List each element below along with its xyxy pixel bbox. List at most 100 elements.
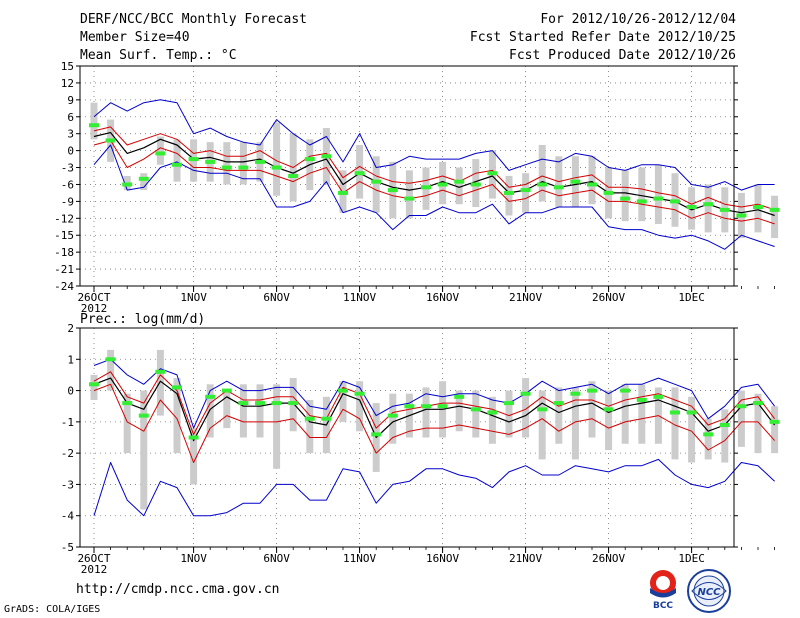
spread-box <box>190 428 198 485</box>
climatology-mark <box>155 151 166 156</box>
spread-box <box>140 390 148 510</box>
climatology-mark <box>138 176 149 181</box>
spread-box <box>239 384 247 438</box>
spread-box <box>522 378 530 438</box>
climatology-mark <box>421 404 431 409</box>
y-tick-label: -1 <box>61 416 74 429</box>
spread-box <box>771 195 779 239</box>
climatology-mark <box>753 205 763 210</box>
climatology-mark <box>570 391 581 396</box>
climatology-mark <box>437 182 448 187</box>
upper-spread-line <box>93 126 775 211</box>
climatology-mark <box>454 394 465 399</box>
climatology-mark <box>155 369 166 374</box>
member-size: Member Size=40 <box>80 30 190 45</box>
climatology-mark <box>470 182 481 187</box>
climatology-mark <box>122 182 133 187</box>
forecast-period: For 2012/10/26-2012/12/04 <box>540 12 736 27</box>
y-tick-label: -24 <box>54 280 74 293</box>
x-tick-year: 2012 <box>81 302 108 315</box>
x-tick-label: 21NOV <box>509 552 542 565</box>
climatology-mark <box>537 407 548 412</box>
plot-frame <box>79 65 735 287</box>
climatology-mark <box>371 179 382 184</box>
y-tick-label: 0 <box>67 385 74 398</box>
y-tick-label: -2 <box>61 447 74 460</box>
climatology-mark <box>238 165 249 170</box>
climatology-mark <box>454 179 465 184</box>
climatology-mark <box>703 202 714 207</box>
climatology-mark <box>686 410 697 415</box>
spread-box <box>754 393 762 454</box>
climatology-mark <box>670 410 680 415</box>
climatology-mark <box>736 213 747 218</box>
climatology-mark <box>387 413 398 418</box>
climatology-mark <box>105 357 116 362</box>
climatology-mark <box>620 196 631 201</box>
y-tick-label: 12 <box>61 77 74 90</box>
climatology-mark <box>255 159 265 164</box>
spread-box <box>273 122 281 196</box>
climatology-mark <box>188 435 199 440</box>
spread-box <box>555 387 563 444</box>
y-tick-label: -6 <box>61 178 74 191</box>
spread-box <box>339 381 347 422</box>
spread-box <box>522 173 530 213</box>
climatology-mark <box>172 385 182 390</box>
spread-box <box>90 374 98 400</box>
climatology-mark <box>587 388 597 393</box>
climatology-mark <box>686 205 697 210</box>
bcc-logo-text: BCC <box>653 601 673 610</box>
x-tick-label: 16NOV <box>426 552 459 565</box>
x-tick-label: 1DEC <box>678 552 705 565</box>
forecast-produced-date: Fcst Produced Date 2012/10/26 <box>509 48 736 63</box>
climatology-mark <box>504 401 514 406</box>
spread-box <box>488 396 496 444</box>
spread-box <box>571 387 579 460</box>
climatology-mark <box>188 157 199 162</box>
climatology-mark <box>387 188 398 193</box>
climatology-mark <box>753 401 763 406</box>
spread-box <box>538 390 546 460</box>
climatology-mark <box>520 391 531 396</box>
y-tick-label: 3 <box>67 128 74 141</box>
y-tick-label: 6 <box>67 111 74 124</box>
x-tick-label: 21NOV <box>509 291 542 304</box>
climatology-mark <box>703 432 714 437</box>
climatology-mark <box>288 174 299 178</box>
climatology-mark <box>437 404 448 409</box>
spread-box <box>206 384 214 438</box>
climatology-mark <box>769 419 780 424</box>
climatology-mark <box>221 388 232 393</box>
precip-title: Prec.: log(mm/d) <box>80 312 205 327</box>
climatology-mark <box>570 179 581 184</box>
y-tick-label: -12 <box>54 212 74 225</box>
climatology-mark <box>653 394 664 399</box>
x-tick-label: 16NOV <box>426 291 459 304</box>
spread-box <box>455 390 463 432</box>
climatology-mark <box>653 196 664 201</box>
climatology-mark <box>89 382 99 387</box>
climatology-mark <box>371 432 382 437</box>
x-tick-year: 2012 <box>81 563 108 576</box>
spread-box <box>156 136 164 165</box>
spread-box <box>472 390 480 438</box>
climatology-mark <box>719 422 730 427</box>
x-tick-label: 11NOV <box>343 291 376 304</box>
lower-spread-line <box>93 140 775 225</box>
spread-box <box>223 142 231 185</box>
climatology-mark <box>105 138 116 143</box>
spread-box <box>356 381 364 432</box>
spread-box <box>372 156 380 213</box>
spread-box <box>621 384 629 444</box>
climatology-mark <box>620 388 631 393</box>
x-tick-label: 1DEC <box>678 291 705 304</box>
min-line <box>93 458 775 517</box>
climatology-mark <box>304 416 315 421</box>
climatology-mark <box>520 188 531 193</box>
y-tick-label: -21 <box>54 263 74 276</box>
spread-box <box>256 384 264 438</box>
x-tick-label: 11NOV <box>343 552 376 565</box>
